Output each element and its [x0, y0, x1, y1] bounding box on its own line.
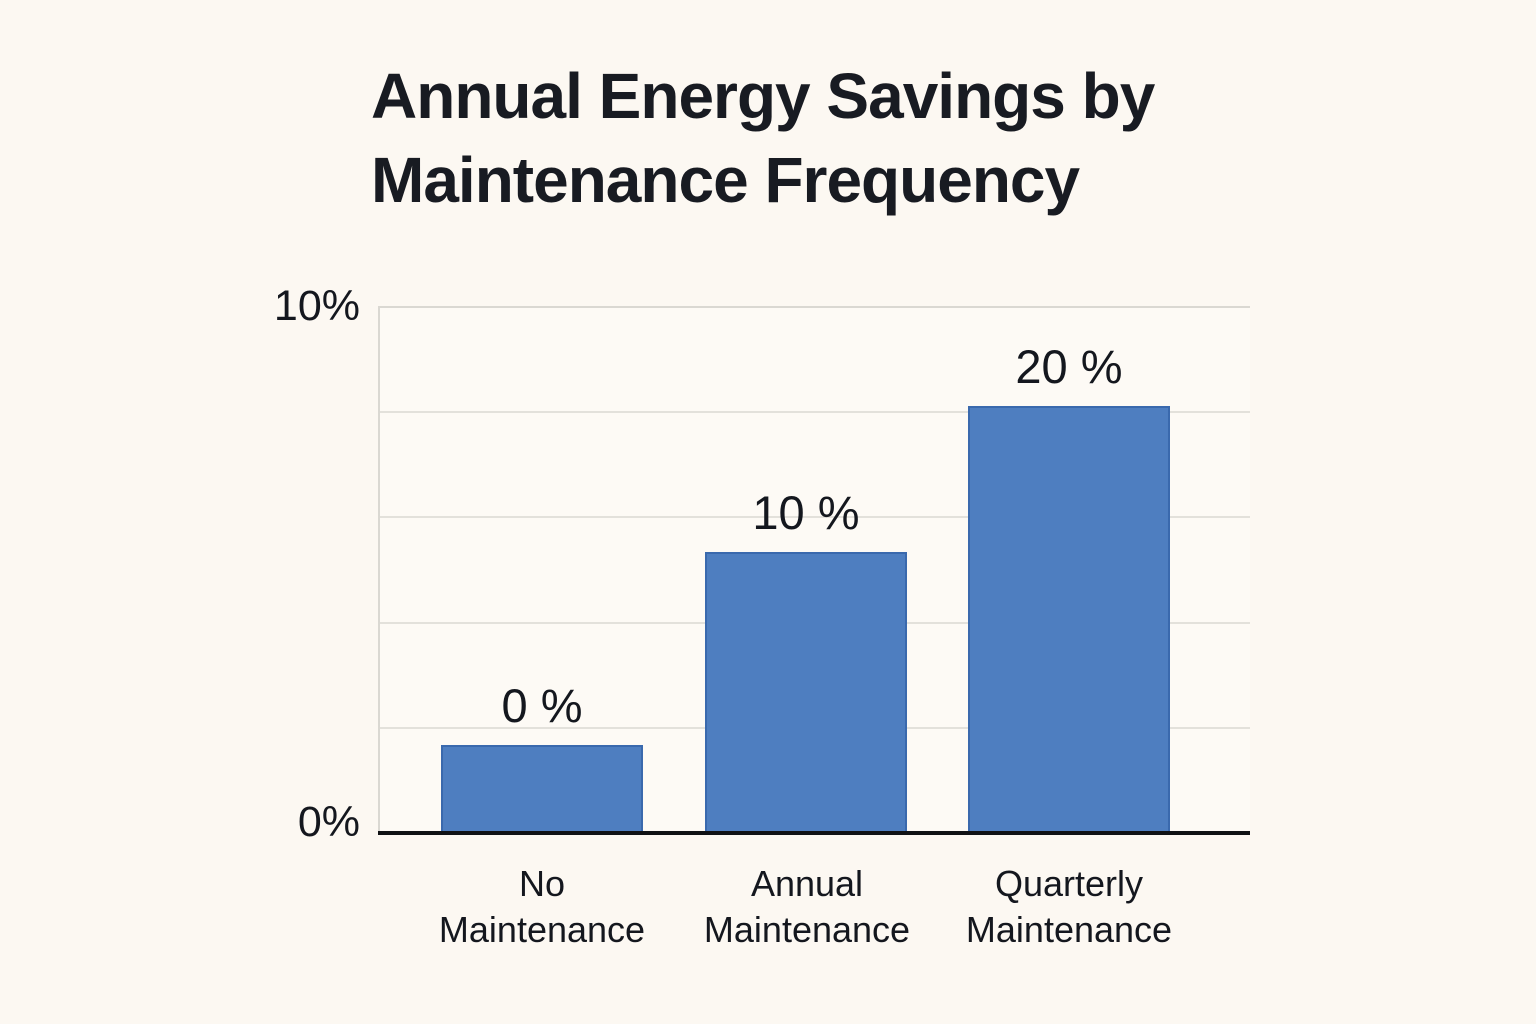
x-axis-label-annual-maintenance: Annual Maintenance	[703, 863, 911, 950]
bar-quarterly-maintenance	[968, 405, 1170, 834]
x-axis-label-no-maintenance: No Maintenance	[438, 863, 646, 950]
bar-value-label: 20 %	[1015, 339, 1123, 393]
bar-value-label: 0 %	[501, 679, 583, 733]
x-axis-label-quarterly-maintenance: Quarterly Maintenance	[965, 863, 1173, 950]
y-axis-tick-10: 10%	[273, 282, 360, 330]
bar-annual-maintenance	[705, 552, 907, 834]
y-axis-tick-0: 0%	[297, 798, 360, 846]
bar-value-label: 10 %	[752, 486, 860, 540]
plot-area: 0 % 10 % 20 %	[378, 306, 1250, 834]
chart-title-line-2: Maintenance Frequency	[371, 144, 1080, 216]
chart-title: Annual Energy Savings by Maintenance Fre…	[371, 54, 1155, 222]
bar-group-quarterly-maintenance: 20 %	[968, 308, 1170, 834]
gridline	[380, 516, 1250, 519]
x-axis-line	[378, 831, 1250, 835]
gridline	[380, 411, 1250, 414]
bar-group-no-maintenance: 0 %	[441, 308, 643, 834]
bar-group-annual-maintenance: 10 %	[705, 308, 907, 834]
bar-no-maintenance	[441, 745, 643, 834]
chart-title-line-1: Annual Energy Savings by	[371, 60, 1155, 132]
